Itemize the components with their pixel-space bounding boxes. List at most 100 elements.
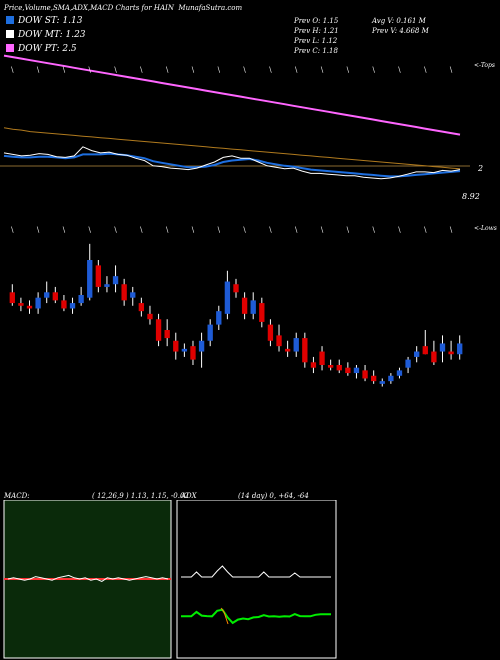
candle-down bbox=[52, 292, 58, 301]
low-tick-mark: \ bbox=[114, 226, 117, 234]
top-tick-mark: \ bbox=[347, 66, 350, 74]
low-tick-mark: \ bbox=[243, 226, 246, 234]
adx-plus-line bbox=[181, 608, 331, 625]
low-tick-mark: \ bbox=[89, 226, 92, 234]
low-tick-mark: \ bbox=[424, 226, 427, 234]
low-tick-mark: \ bbox=[372, 226, 375, 234]
candle-up bbox=[35, 297, 41, 309]
top-tick-mark: \ bbox=[218, 66, 221, 74]
candle-up bbox=[388, 375, 394, 382]
top-tick-mark: \ bbox=[11, 66, 14, 74]
adx-params: (14 day) 0, +64, -64 bbox=[238, 492, 309, 500]
top-tick-mark: \ bbox=[450, 66, 453, 74]
top-tick-mark: \ bbox=[166, 66, 169, 74]
legend-dow-st: DOW ST: 1.13 bbox=[6, 16, 83, 26]
top-tick-mark: \ bbox=[372, 66, 375, 74]
tops-label: <-Tops bbox=[474, 62, 495, 69]
sma-pink-line bbox=[3, 54, 461, 136]
candle-down bbox=[422, 346, 428, 355]
candle-up bbox=[87, 260, 93, 298]
candle-down bbox=[336, 365, 342, 371]
sma-blue-line bbox=[3, 152, 461, 178]
candle-down bbox=[259, 303, 265, 322]
price-chart: \ \ \ \ \ \ \ \ \ \ \ \ \ \ \ \ \ \ \ \ \ \ \ \ \ \ \ \ \ \ \ \ \ \ \ \ bbox=[0, 54, 470, 387]
candle-up bbox=[207, 324, 213, 341]
candle-up bbox=[78, 295, 84, 304]
low-tick-mark: \ bbox=[218, 226, 221, 234]
candle-up bbox=[414, 351, 420, 357]
candle-down bbox=[362, 370, 368, 379]
adx-title: ADX bbox=[181, 492, 197, 500]
candle-down bbox=[190, 346, 196, 360]
low-tick-mark: \ bbox=[450, 226, 453, 234]
legend-swatch-pt bbox=[6, 44, 14, 52]
adx-background bbox=[176, 500, 337, 659]
candle-up bbox=[405, 359, 411, 368]
top-tick-mark: \ bbox=[89, 66, 92, 74]
stat-prev-open: Prev O: 1.15 bbox=[294, 17, 339, 25]
candle-down bbox=[173, 340, 179, 352]
candle-down bbox=[61, 300, 67, 309]
candle-up bbox=[130, 292, 136, 298]
low-tick-mark: \ bbox=[269, 226, 272, 234]
top-tick-mark: \ bbox=[63, 66, 66, 74]
top-tick-mark: \ bbox=[243, 66, 246, 74]
candle-down bbox=[284, 348, 291, 352]
candle-up bbox=[396, 370, 403, 376]
candle-up bbox=[181, 348, 188, 352]
stat-prev-high: Prev H: 1.21 bbox=[294, 27, 339, 35]
candle-down bbox=[276, 335, 282, 347]
candle-down bbox=[9, 292, 15, 304]
candle-up bbox=[216, 311, 222, 325]
candle-down bbox=[155, 319, 162, 341]
low-tick-mark: \ bbox=[192, 226, 195, 234]
top-tick-mark: \ bbox=[321, 66, 324, 74]
candle-down bbox=[147, 313, 153, 320]
legend-swatch-mt bbox=[6, 30, 14, 38]
candle-up bbox=[112, 276, 119, 285]
candle-up bbox=[293, 338, 299, 352]
top-tick-mark: \ bbox=[140, 66, 143, 74]
stat-prev-low: Prev L: 1.12 bbox=[294, 37, 338, 45]
top-tick-mark: \ bbox=[424, 66, 427, 74]
top-tick-mark: \ bbox=[295, 66, 298, 74]
candle-down bbox=[26, 305, 33, 309]
candle-down bbox=[95, 265, 102, 287]
macd-params: ( 12,26,9 ) 1.13, 1.15, -0.02 bbox=[92, 492, 189, 500]
top-tick-mark: \ bbox=[37, 66, 40, 74]
candle-up bbox=[439, 343, 446, 352]
stat-prev-close: Prev C: 1.18 bbox=[294, 47, 338, 55]
legend-dow-mt: DOW MT: 1.23 bbox=[6, 30, 86, 40]
candle-down bbox=[233, 284, 239, 293]
adx-minus-line bbox=[220, 607, 229, 625]
stat-avg-volume: Avg V: 0.161 M bbox=[372, 17, 426, 25]
candle-down bbox=[302, 338, 308, 363]
top-tick-mark: \ bbox=[192, 66, 195, 74]
macd-title: MACD: bbox=[4, 492, 30, 500]
sma-orange-line bbox=[3, 127, 461, 170]
low-tick-mark: \ bbox=[398, 226, 401, 234]
candle-up bbox=[224, 281, 231, 314]
low-tick-mark: \ bbox=[63, 226, 66, 234]
legend-dow-pt: DOW PT: 2.5 bbox=[6, 44, 77, 54]
low-tick-mark: \ bbox=[140, 226, 143, 234]
stat-prev-volume: Prev V: 4.668 M bbox=[372, 27, 429, 35]
candle-up bbox=[44, 292, 50, 298]
macd-panel bbox=[3, 500, 337, 659]
candle-down bbox=[267, 324, 274, 341]
top-tick-mark: \ bbox=[398, 66, 401, 74]
low-tick-mark: \ bbox=[321, 226, 324, 234]
adx-di-line bbox=[181, 565, 331, 578]
candle-up bbox=[353, 367, 360, 374]
candle-up bbox=[104, 284, 110, 287]
level-892-label: 8.92 bbox=[462, 192, 480, 201]
lows-label: <-Lows bbox=[474, 225, 497, 232]
chart-title: Price,Volume,SMA,ADX,MACD Charts for HAI… bbox=[4, 4, 243, 12]
candle-down bbox=[448, 351, 454, 355]
candle-down bbox=[319, 351, 325, 365]
low-tick-mark: \ bbox=[347, 226, 350, 234]
candle-down bbox=[327, 365, 334, 368]
candle-down bbox=[310, 362, 317, 368]
macd-line bbox=[7, 574, 169, 582]
legend-swatch-st bbox=[6, 16, 14, 24]
